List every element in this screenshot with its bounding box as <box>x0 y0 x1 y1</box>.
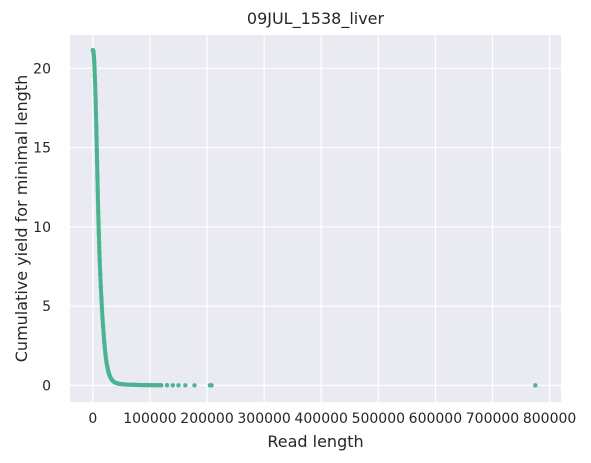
y-tick-label: 0 <box>42 378 51 394</box>
x-tick-labels: 0 100000 200000 300000 400000 500000 600000 700… <box>88 411 576 427</box>
scatter-point <box>533 383 537 387</box>
x-tick-label: 800000 <box>523 411 576 427</box>
y-tick-label: 5 <box>42 299 51 315</box>
y-tick-labels: 0 5 10 15 20 <box>33 61 51 394</box>
scatter-point <box>171 383 175 387</box>
scatter-point <box>165 383 169 387</box>
chart-title: 09JUL_1538_liver <box>247 9 385 29</box>
y-tick-label: 15 <box>33 141 51 157</box>
x-tick-label: 300000 <box>237 411 290 427</box>
x-tick-label: 0 <box>88 411 97 427</box>
scatter-point <box>176 383 180 387</box>
x-tick-label: 700000 <box>466 411 519 427</box>
x-tick-label: 100000 <box>123 411 176 427</box>
x-tick-label: 600000 <box>409 411 462 427</box>
plot-area <box>70 35 561 402</box>
scatter-point <box>183 383 187 387</box>
y-axis-label: Cumulative yield for minimal length <box>12 75 31 362</box>
x-axis-label: Read length <box>267 432 363 451</box>
y-tick-label: 10 <box>33 220 51 236</box>
x-tick-label: 500000 <box>352 411 405 427</box>
x-tick-label: 400000 <box>294 411 347 427</box>
x-tick-label: 200000 <box>180 411 233 427</box>
y-tick-label: 20 <box>33 61 51 77</box>
scatter-point <box>209 383 213 387</box>
scatter-point <box>192 383 196 387</box>
